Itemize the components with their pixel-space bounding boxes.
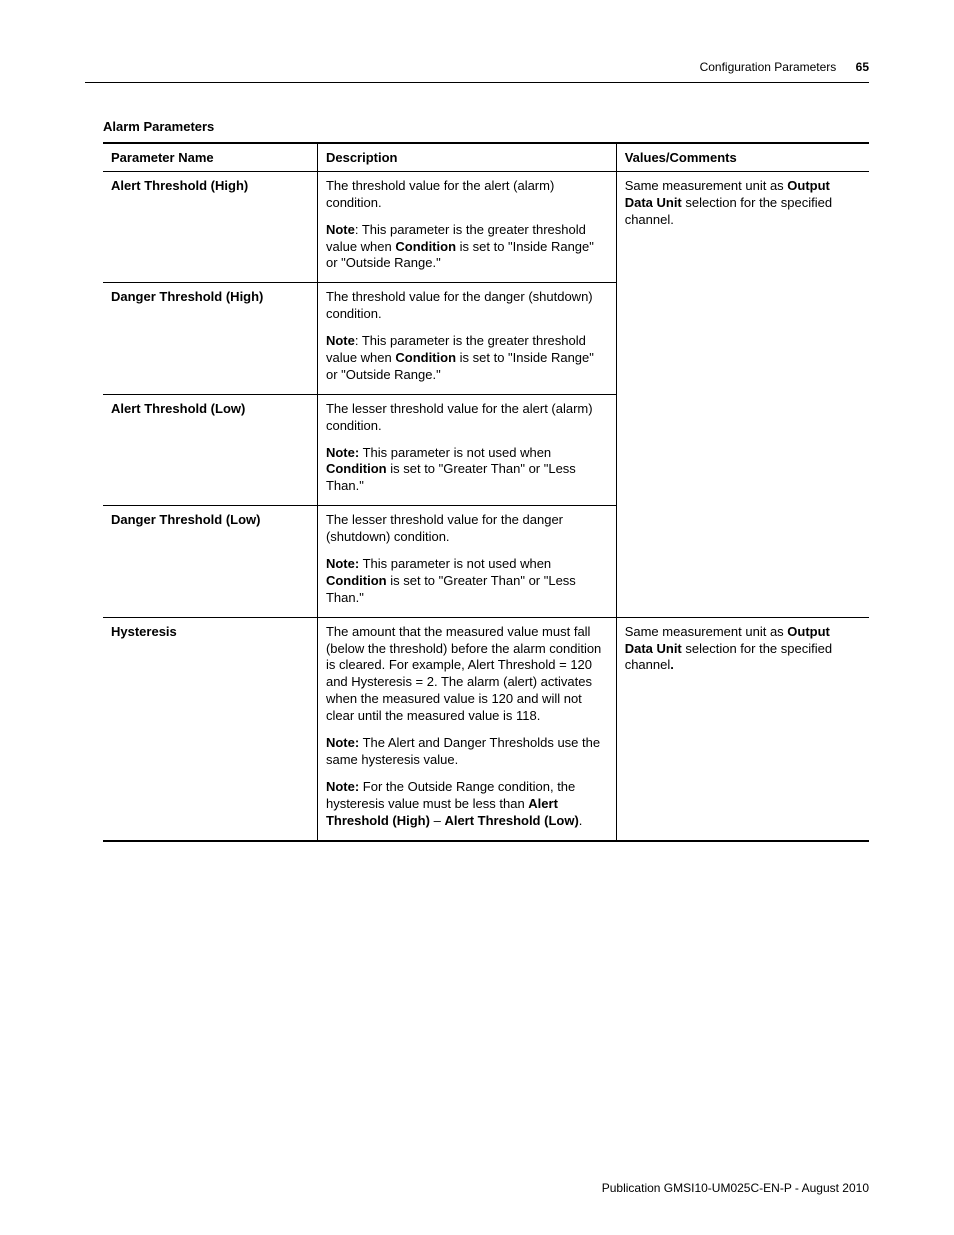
param-name-cell: Danger Threshold (Low): [103, 506, 317, 617]
param-description-cell: The amount that the measured value must …: [317, 617, 616, 840]
col-header-description: Description: [317, 143, 616, 171]
param-description-cell: The threshold value for the alert (alarm…: [317, 171, 616, 282]
alarm-parameters-table: Parameter Name Description Values/Commen…: [103, 142, 869, 842]
table-row: Hysteresis The amount that the measured …: [103, 617, 869, 840]
header-section-label: Configuration Parameters: [700, 60, 837, 74]
table-row: Alert Threshold (High) The threshold val…: [103, 171, 869, 282]
col-header-name: Parameter Name: [103, 143, 317, 171]
page: Configuration Parameters 65 Alarm Parame…: [0, 0, 954, 1235]
param-values-cell: Same measurement unit as Output Data Uni…: [616, 171, 869, 617]
param-values-cell: Same measurement unit as Output Data Uni…: [616, 617, 869, 840]
section-title: Alarm Parameters: [103, 119, 869, 134]
param-description-cell: The threshold value for the danger (shut…: [317, 283, 616, 394]
header-rule: [85, 82, 869, 83]
param-name-cell: Alert Threshold (High): [103, 171, 317, 282]
param-description-cell: The lesser threshold value for the alert…: [317, 394, 616, 505]
param-name-cell: Hysteresis: [103, 617, 317, 840]
col-header-values: Values/Comments: [616, 143, 869, 171]
param-name-cell: Alert Threshold (Low): [103, 394, 317, 505]
page-number: 65: [856, 60, 869, 74]
footer-publication: Publication GMSI10-UM025C-EN-P - August …: [602, 1181, 869, 1195]
param-name-cell: Danger Threshold (High): [103, 283, 317, 394]
param-description-cell: The lesser threshold value for the dange…: [317, 506, 616, 617]
table-header-row: Parameter Name Description Values/Commen…: [103, 143, 869, 171]
running-header: Configuration Parameters 65: [85, 60, 869, 74]
